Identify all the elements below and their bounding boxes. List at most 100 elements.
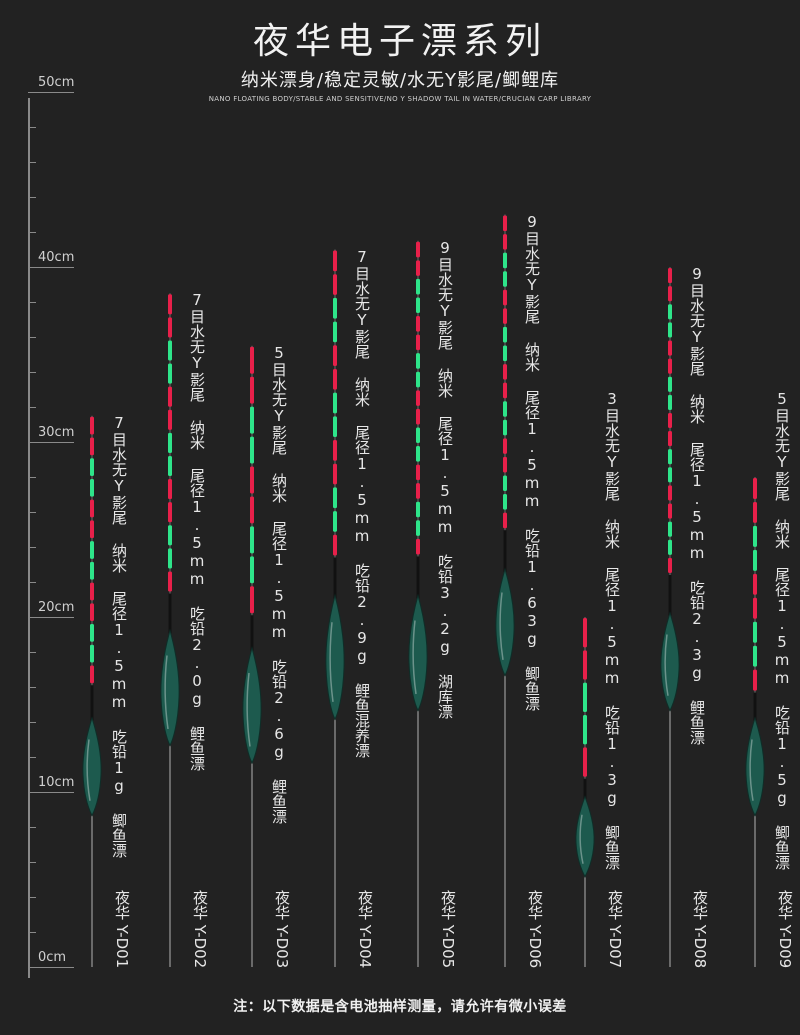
tail-segment-green <box>503 494 507 510</box>
ruler-label: 10cm <box>38 775 75 790</box>
ruler-tick <box>28 302 36 303</box>
tail-segment-red <box>503 364 507 380</box>
ruler-tick <box>28 687 36 688</box>
tail-segment-red <box>503 438 507 454</box>
tail-segment-red <box>90 520 94 539</box>
ruler-tick <box>28 652 36 653</box>
tail-segment-green <box>753 549 757 571</box>
tail-segment-green <box>416 297 420 314</box>
float-body <box>745 716 765 817</box>
tail-segment-red <box>753 669 757 691</box>
tail-segment-green <box>753 621 757 643</box>
tail-segment-green <box>668 322 672 338</box>
float-body <box>325 593 345 721</box>
tail-segment-green <box>250 436 254 464</box>
tail-segment-red <box>503 289 507 306</box>
float-model-label: 夜华 Y-D08 <box>691 890 709 969</box>
float-body-highlight <box>579 814 584 864</box>
tail-segment-green <box>333 511 337 532</box>
tail-segment-red <box>333 368 337 390</box>
tail-segment-green <box>168 340 172 361</box>
tail-segment-green <box>250 556 254 584</box>
tail-segment-red <box>668 358 672 374</box>
float-body <box>660 611 680 712</box>
tail-segment-green <box>90 478 94 497</box>
tail-segment-green <box>753 645 757 667</box>
tail-segment-green <box>333 297 337 319</box>
tail-segment-red <box>583 650 587 680</box>
length-ruler: 50cm 40cm 30cm 20cm 10cm 0cm <box>0 0 120 1035</box>
tail-segment-red <box>668 340 672 356</box>
ruler-tick <box>28 512 36 513</box>
tail-segment-green <box>668 376 672 392</box>
tail-segment-red <box>416 260 420 276</box>
tail-segment-red <box>503 382 507 399</box>
float-spec-text: 9目水无Y影尾 纳米 尾径1.5mm 吃铅2.3g 鲤鱼漂 <box>688 265 706 745</box>
tail-segment-red <box>753 597 757 619</box>
tail-segment-green <box>503 326 507 343</box>
float-spec-text: 9目水无Y影尾 纳米 尾径1.5mm 吃铅3.2g 湖库漂 <box>436 238 454 719</box>
tail-segment-red <box>333 345 337 366</box>
tail-segment-green <box>416 501 420 518</box>
tail-segment-green <box>168 432 172 453</box>
ruler-tick <box>28 897 36 898</box>
ruler-axis-line <box>28 98 30 978</box>
tail-segment-green <box>333 416 337 438</box>
tail-segment-red <box>503 512 507 529</box>
tail-segment-green <box>668 394 672 410</box>
tail-segment-red <box>416 408 420 425</box>
ruler-tick <box>28 617 74 618</box>
ruler-tick <box>28 92 74 93</box>
tail-segment-green <box>90 561 94 580</box>
page-title: 夜华电子漂系列 <box>252 21 547 62</box>
float-body-highlight <box>329 622 334 702</box>
page-subtitle-english: NANO FLOATING BODY/STABLE AND SENSITIVE/… <box>208 95 592 103</box>
tail-segment-green <box>416 371 420 388</box>
float-spec-text: 7目水无Y影尾 纳米 尾径1.5mm 吃铅2.9g 鲤鱼混养漂 <box>353 247 371 758</box>
tail-segment-green <box>753 525 757 547</box>
tail-segment-red <box>333 440 337 461</box>
tail-segment-green <box>333 487 337 509</box>
tail-segment-green <box>668 539 672 555</box>
tail-segment-red <box>250 376 254 404</box>
float-body <box>242 646 262 765</box>
tail-segment-red <box>333 463 337 485</box>
ruler-tick <box>28 862 36 863</box>
float-body <box>495 567 515 677</box>
ruler-tick <box>28 827 36 828</box>
float-spec-text: 3目水无Y影尾 纳米 尾径1.5mm 吃铅1.3g 鲫鱼漂 <box>603 390 621 870</box>
float-body <box>575 795 595 878</box>
ruler-tick <box>28 372 36 373</box>
ruler-tick <box>28 442 74 443</box>
tail-segment-red <box>583 618 587 648</box>
tail-segment-red <box>503 234 507 250</box>
tail-segment-red <box>416 538 420 555</box>
tail-segment-green <box>416 520 420 536</box>
tail-segment-green <box>503 252 507 269</box>
ruler-label: 50cm <box>38 75 75 90</box>
float-body-highlight <box>412 620 417 695</box>
tail-segment-green <box>668 467 672 483</box>
float-spec-text: 5目水无Y影尾 纳米 尾径1.5mm 吃铅2.6g 鲤鱼漂 <box>270 343 288 824</box>
tail-segment-red <box>168 317 172 338</box>
float-model-label: 夜华 Y-D02 <box>191 890 209 969</box>
ruler-tick <box>28 932 36 933</box>
float-model-label: 夜华 Y-D06 <box>526 890 544 969</box>
tail-segment-green <box>416 353 420 369</box>
tail-segment-green <box>250 406 254 434</box>
float-spec-text: 7目水无Y影尾 纳米 尾径1.5mm 吃铅2.0g 鲤鱼漂 <box>188 291 206 772</box>
ruler-tick <box>28 127 36 128</box>
ruler-tick <box>28 197 36 198</box>
tail-segment-green <box>333 321 337 343</box>
tail-segment-green <box>90 541 94 559</box>
float-body <box>408 593 428 712</box>
tail-segment-green <box>503 475 507 492</box>
tail-segment-green <box>416 427 420 444</box>
measurement-footnote: 注：以下数据是含电池抽样测量，请允许有微小误差 <box>233 999 567 1015</box>
